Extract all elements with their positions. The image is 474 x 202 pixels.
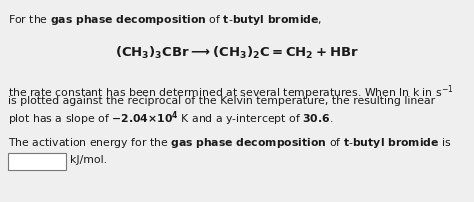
Bar [8,153,66,170]
Text: For the $\bf{gas\ phase\ decomposition}$ of $\bf{t\text{-}butyl\ bromide}$,: For the $\bf{gas\ phase\ decomposition}$… [8,13,322,27]
Text: plot has a slope of $\bf{-2.04{\times}10^{4}}$ K and a y-intercept of $\bf{30.6}: plot has a slope of $\bf{-2.04{\times}10… [8,108,333,127]
Text: the rate constant has been determined at several temperatures. When ln k in s$^{: the rate constant has been determined at… [8,83,454,101]
Text: is plotted against the reciprocal of the Kelvin temperature, the resulting linea: is plotted against the reciprocal of the… [8,96,435,105]
Text: $\bf{(CH_3)_3CBr{\longrightarrow}(CH_3)_2C{=}CH_2 + HBr}$: $\bf{(CH_3)_3CBr{\longrightarrow}(CH_3)_… [115,45,359,61]
Text: kJ/mol.: kJ/mol. [70,154,107,164]
Text: The activation energy for the $\bf{gas\ phase\ decomposition}$ of $\bf{t\text{-}: The activation energy for the $\bf{gas\ … [8,135,452,149]
